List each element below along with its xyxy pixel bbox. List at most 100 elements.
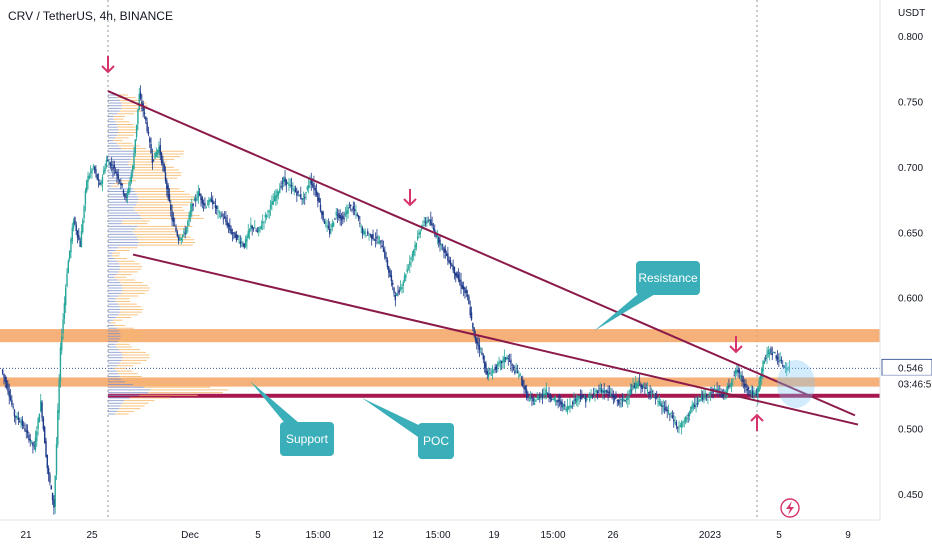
candle-body <box>453 266 456 274</box>
highlight-circle <box>777 360 815 408</box>
candle-body <box>338 213 340 218</box>
candle-body <box>105 160 108 167</box>
candle-body <box>502 359 504 363</box>
candle-body <box>389 270 391 278</box>
y-tick-label: 0.650 <box>898 228 923 239</box>
candle-body <box>449 260 452 265</box>
candle-body <box>638 381 641 382</box>
candle-body <box>372 234 374 240</box>
candle-body <box>147 131 150 135</box>
candle-body <box>206 204 209 206</box>
candle-body <box>592 393 595 395</box>
candle-body <box>29 439 31 441</box>
candle-body <box>401 286 403 290</box>
candle-body <box>523 386 525 389</box>
candle-body <box>118 179 121 182</box>
candle-body <box>322 211 324 221</box>
candle-body <box>290 184 293 187</box>
candle-body <box>96 174 98 180</box>
candle-body <box>427 220 429 222</box>
candle-body <box>575 398 578 403</box>
candle-body <box>273 196 276 202</box>
candle-body <box>726 385 729 392</box>
candle-body <box>369 234 372 236</box>
candle-body <box>690 406 692 413</box>
candle-body <box>506 356 508 360</box>
candle-body <box>713 388 716 391</box>
candle-body <box>300 194 302 199</box>
candle-body <box>335 211 337 216</box>
candle-body <box>43 426 46 444</box>
candle-body <box>557 399 559 403</box>
candle-body <box>738 369 741 373</box>
candle-body <box>679 425 682 427</box>
candle-body <box>259 226 261 228</box>
candle-body <box>297 190 299 193</box>
candle-body <box>520 377 523 379</box>
candle-body <box>83 206 85 219</box>
grid <box>0 0 880 520</box>
candle-body <box>761 368 763 379</box>
candle-body <box>772 352 775 353</box>
candle-body <box>255 230 257 231</box>
axes: 0.8000.7500.7000.6500.6000.5500.5000.450… <box>0 0 932 541</box>
candle-body <box>460 280 462 287</box>
candle-body <box>715 389 717 391</box>
candle-body <box>573 400 575 405</box>
candle-body <box>221 213 223 217</box>
candle-body <box>49 474 51 483</box>
candle-body <box>331 223 334 228</box>
candle-body <box>50 485 52 490</box>
candle-body <box>45 440 47 457</box>
candle-body <box>246 236 248 242</box>
candle-body <box>649 390 651 394</box>
candle-body <box>120 182 122 186</box>
candle-body <box>549 396 552 399</box>
candle-body <box>346 210 348 215</box>
candle-body <box>398 290 400 293</box>
candle-body <box>632 385 634 390</box>
candle-body <box>515 369 517 371</box>
candle-body <box>235 234 238 241</box>
candle-body <box>377 241 379 243</box>
candle-body <box>364 231 366 235</box>
candle-body <box>99 182 101 185</box>
candle-body <box>414 245 416 251</box>
candle-body <box>562 404 565 407</box>
arrow-head-icon <box>729 345 743 354</box>
candle-body <box>599 388 601 390</box>
candle-body <box>368 235 370 237</box>
candle-body <box>261 221 264 224</box>
candle-body <box>590 395 592 398</box>
candle-body <box>353 209 356 212</box>
candle-body <box>30 440 33 442</box>
candle-body <box>181 234 184 238</box>
candle-body <box>302 198 305 200</box>
candle-body <box>578 396 580 398</box>
candle-body <box>82 220 84 233</box>
candle-body <box>600 389 603 393</box>
candle-body <box>758 381 760 392</box>
candle-body <box>716 389 718 392</box>
candle-body <box>311 184 314 186</box>
candle-body <box>53 499 55 508</box>
candle-body <box>536 397 538 399</box>
candle-body <box>280 185 282 188</box>
candle-body <box>426 220 428 224</box>
candle-body <box>652 391 654 393</box>
candle-body <box>439 239 441 246</box>
candle-body <box>315 190 318 195</box>
candle-body <box>568 406 570 409</box>
x-tick-label: 9 <box>845 530 851 541</box>
candle-body <box>782 365 784 367</box>
candle-body <box>189 210 192 217</box>
candle-body <box>663 408 666 410</box>
candle-body <box>294 188 297 192</box>
candle-body <box>564 404 566 407</box>
resistance-zone <box>0 329 880 343</box>
candle-body <box>162 160 164 166</box>
candle-body <box>363 230 365 234</box>
candle-body <box>553 397 555 400</box>
candle-body <box>78 235 80 240</box>
